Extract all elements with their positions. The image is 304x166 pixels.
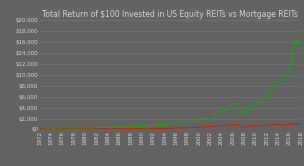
Mortgage REITs	[106, 128, 109, 130]
Equity REITs	[191, 121, 195, 123]
Mortgage REITs	[95, 128, 98, 130]
Equity REITs	[202, 118, 206, 120]
Line: Equity REITs: Equity REITs	[40, 39, 301, 129]
Mortgage REITs	[293, 123, 297, 125]
Mortgage REITs	[83, 128, 87, 130]
Mortgage REITs	[276, 124, 280, 125]
Mortgage REITs	[202, 126, 206, 128]
Mortgage REITs	[237, 124, 240, 126]
Equity REITs	[43, 128, 47, 130]
Mortgage REITs	[140, 128, 144, 130]
Mortgage REITs	[271, 124, 275, 126]
Mortgage REITs	[38, 128, 41, 130]
Equity REITs	[197, 118, 200, 120]
Equity REITs	[106, 126, 109, 128]
Equity REITs	[78, 127, 81, 129]
Equity REITs	[55, 128, 58, 130]
Equity REITs	[225, 109, 229, 111]
Mortgage REITs	[100, 128, 104, 130]
Mortgage REITs	[112, 128, 115, 130]
Equity REITs	[276, 78, 280, 80]
Equity REITs	[271, 86, 275, 88]
Mortgage REITs	[265, 124, 269, 126]
Mortgage REITs	[43, 128, 47, 130]
Mortgage REITs	[151, 128, 155, 130]
Mortgage REITs	[72, 128, 75, 130]
Mortgage REITs	[55, 128, 58, 130]
Equity REITs	[129, 126, 132, 128]
Mortgage REITs	[197, 126, 200, 128]
Equity REITs	[60, 128, 64, 130]
Mortgage REITs	[174, 127, 178, 129]
Mortgage REITs	[146, 128, 149, 130]
Mortgage REITs	[208, 126, 212, 128]
Mortgage REITs	[134, 127, 138, 129]
Equity REITs	[151, 124, 155, 126]
Mortgage REITs	[49, 128, 53, 130]
Equity REITs	[174, 121, 178, 123]
Equity REITs	[38, 128, 41, 130]
Mortgage REITs	[157, 127, 161, 129]
Equity REITs	[49, 128, 53, 130]
Mortgage REITs	[163, 127, 166, 129]
Mortgage REITs	[214, 125, 218, 127]
Equity REITs	[146, 125, 149, 127]
Mortgage REITs	[191, 127, 195, 129]
Equity REITs	[168, 123, 172, 124]
Equity REITs	[185, 121, 189, 123]
Equity REITs	[100, 126, 104, 128]
Equity REITs	[282, 79, 286, 81]
Mortgage REITs	[78, 128, 81, 130]
Mortgage REITs	[168, 127, 172, 129]
Equity REITs	[72, 127, 75, 129]
Mortgage REITs	[219, 124, 223, 126]
Mortgage REITs	[180, 127, 183, 129]
Equity REITs	[248, 108, 252, 110]
Equity REITs	[259, 102, 263, 104]
Mortgage REITs	[288, 123, 292, 125]
Mortgage REITs	[89, 128, 92, 130]
Mortgage REITs	[123, 128, 126, 130]
Equity REITs	[237, 105, 240, 107]
Equity REITs	[66, 128, 70, 130]
Equity REITs	[231, 102, 235, 104]
Mortgage REITs	[225, 124, 229, 126]
Equity REITs	[123, 126, 126, 128]
Equity REITs	[89, 127, 92, 129]
Equity REITs	[140, 126, 144, 128]
Equity REITs	[83, 127, 87, 129]
Mortgage REITs	[254, 125, 257, 127]
Equity REITs	[180, 120, 183, 122]
Mortgage REITs	[242, 126, 246, 128]
Equity REITs	[293, 38, 297, 40]
Equity REITs	[134, 125, 138, 127]
Mortgage REITs	[66, 128, 70, 130]
Mortgage REITs	[129, 127, 132, 129]
Equity REITs	[242, 115, 246, 117]
Title: Total Return of $100 Invested in US Equity REITs vs Mortgage REITs: Total Return of $100 Invested in US Equi…	[42, 10, 298, 19]
Equity REITs	[95, 127, 98, 129]
Mortgage REITs	[117, 127, 121, 129]
Equity REITs	[208, 119, 212, 121]
Mortgage REITs	[248, 126, 252, 128]
Mortgage REITs	[231, 124, 235, 126]
Equity REITs	[265, 94, 269, 96]
Equity REITs	[254, 100, 257, 102]
Equity REITs	[214, 113, 218, 115]
Line: Mortgage REITs: Mortgage REITs	[40, 124, 301, 129]
Mortgage REITs	[259, 125, 263, 127]
Equity REITs	[112, 126, 115, 128]
Mortgage REITs	[60, 128, 64, 130]
Mortgage REITs	[282, 124, 286, 126]
Equity REITs	[219, 110, 223, 112]
Mortgage REITs	[299, 123, 303, 124]
Equity REITs	[157, 124, 161, 125]
Equity REITs	[163, 124, 166, 126]
Equity REITs	[117, 126, 121, 128]
Equity REITs	[299, 43, 303, 45]
Mortgage REITs	[185, 127, 189, 129]
Equity REITs	[288, 69, 292, 71]
